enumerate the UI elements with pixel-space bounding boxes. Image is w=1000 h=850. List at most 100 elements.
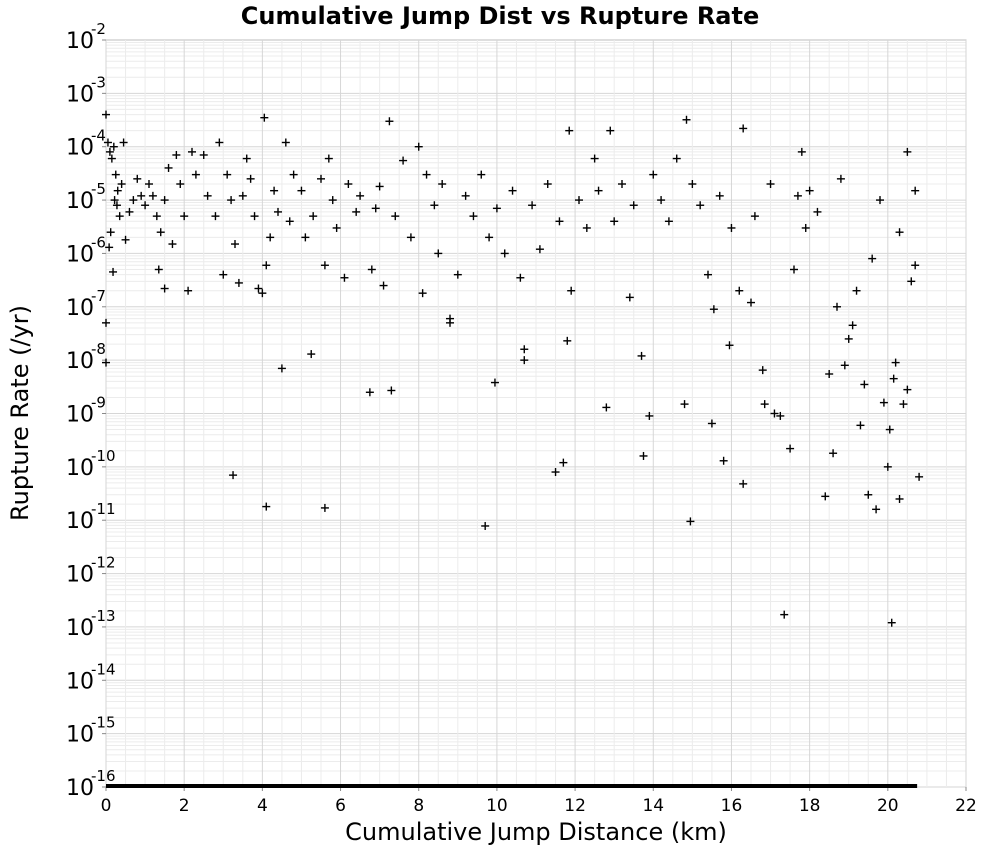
scatter-point xyxy=(704,270,712,279)
y-axis-label: Rupture Rate (/yr) xyxy=(6,305,34,521)
scatter-point xyxy=(911,186,920,195)
scatter-point xyxy=(868,254,877,263)
y-axis-ticks: 10-1610-1510-1410-1310-1210-1110-1010-91… xyxy=(66,20,116,801)
scatter-point xyxy=(430,201,439,210)
scatter-point xyxy=(739,479,748,488)
scatter-point xyxy=(776,411,785,420)
scatter-point xyxy=(876,196,884,205)
scatter-point xyxy=(780,610,789,619)
scatter-point xyxy=(852,286,861,295)
y-tick-label: 10 xyxy=(66,616,94,641)
scatter-point xyxy=(860,380,869,389)
scatter-point xyxy=(895,494,904,503)
scatter-point xyxy=(137,191,146,200)
scatter-point xyxy=(223,170,232,179)
scatter-point xyxy=(219,270,228,279)
scatter-point xyxy=(320,503,329,512)
scatter-point xyxy=(227,196,236,205)
scatter-point xyxy=(625,293,634,302)
scatter-point xyxy=(367,265,376,274)
scatter-point xyxy=(152,212,161,221)
scatter-point xyxy=(725,341,734,350)
y-tick-label: 10 xyxy=(66,723,94,748)
y-tick-label: 10 xyxy=(66,29,94,54)
scatter-point xyxy=(379,281,388,290)
scatter-point xyxy=(164,163,173,172)
scatter-point xyxy=(879,398,888,407)
scatter-point xyxy=(821,492,830,501)
scatter-point xyxy=(610,217,619,226)
scatter-point xyxy=(262,261,271,270)
scatter-point xyxy=(715,191,724,200)
x-tick-label: 2 xyxy=(179,796,190,816)
scatter-point xyxy=(672,154,681,163)
scatter-point xyxy=(340,273,349,282)
scatter-point xyxy=(344,180,353,189)
scatter-point xyxy=(199,150,208,159)
scatter-point xyxy=(160,284,169,293)
scatter-point xyxy=(766,180,775,189)
scatter-point xyxy=(911,261,920,270)
chart-title: Cumulative Jump Dist vs Rupture Rate xyxy=(241,2,760,30)
scatter-point xyxy=(829,449,838,458)
scatter-point xyxy=(107,154,116,163)
y-tick-exponent: -11 xyxy=(91,500,116,518)
scatter-point xyxy=(606,126,615,135)
scatter-point xyxy=(770,409,779,418)
y-tick-label: 10 xyxy=(66,669,94,694)
scatter-point xyxy=(262,502,271,511)
scatter-point xyxy=(805,186,814,195)
scatter-point xyxy=(637,351,646,360)
scatter-point xyxy=(500,249,509,258)
y-tick-exponent: -14 xyxy=(91,660,116,678)
scatter-point xyxy=(907,277,916,286)
scatter-point xyxy=(833,302,841,311)
scatter-point xyxy=(786,444,795,453)
scatter-point xyxy=(719,456,728,465)
scatter-point xyxy=(352,207,361,216)
y-tick-exponent: -8 xyxy=(91,340,106,358)
scatter-point xyxy=(148,191,157,200)
scatter-point xyxy=(109,142,118,151)
scatter-point xyxy=(260,113,269,122)
scatter-point xyxy=(231,240,239,249)
scatter-point xyxy=(793,191,802,200)
x-tick-label: 0 xyxy=(101,796,112,816)
scatter-point xyxy=(707,419,716,428)
scatter-point xyxy=(102,318,110,327)
scatter-point xyxy=(709,305,718,314)
y-tick-exponent: -15 xyxy=(91,714,116,732)
scatter-point xyxy=(332,223,341,232)
scatter-point xyxy=(559,458,568,467)
scatter-point xyxy=(801,223,810,232)
scatter-point xyxy=(113,186,122,195)
scatter-point xyxy=(639,451,648,460)
scatter-point xyxy=(156,228,165,237)
scatter-point xyxy=(168,240,177,249)
scatter-point xyxy=(520,345,529,354)
scatter-point xyxy=(891,358,900,367)
scatter-point xyxy=(485,233,494,242)
scatter-point xyxy=(516,273,525,282)
scatter-point xyxy=(790,265,798,274)
scatter-point xyxy=(520,356,529,365)
scatter-point xyxy=(688,180,697,189)
scatter-point xyxy=(154,265,163,274)
scatter-point xyxy=(172,150,181,159)
scatter-point xyxy=(629,201,638,210)
scatter-point xyxy=(844,334,853,343)
scatter-point xyxy=(883,462,892,471)
scatter-point xyxy=(141,201,150,210)
scatter-point xyxy=(555,217,564,226)
scatter-point xyxy=(133,174,142,183)
y-tick-exponent: -16 xyxy=(91,767,116,785)
y-tick-exponent: -3 xyxy=(91,73,106,91)
scatter-point xyxy=(121,235,130,244)
y-tick-label: 10 xyxy=(66,82,94,107)
scatter-point xyxy=(735,286,744,295)
x-tick-label: 18 xyxy=(799,796,821,816)
scatter-point xyxy=(575,196,583,205)
scatter-point xyxy=(686,517,695,526)
scatter-point xyxy=(739,124,748,133)
scatter-point xyxy=(106,228,115,237)
